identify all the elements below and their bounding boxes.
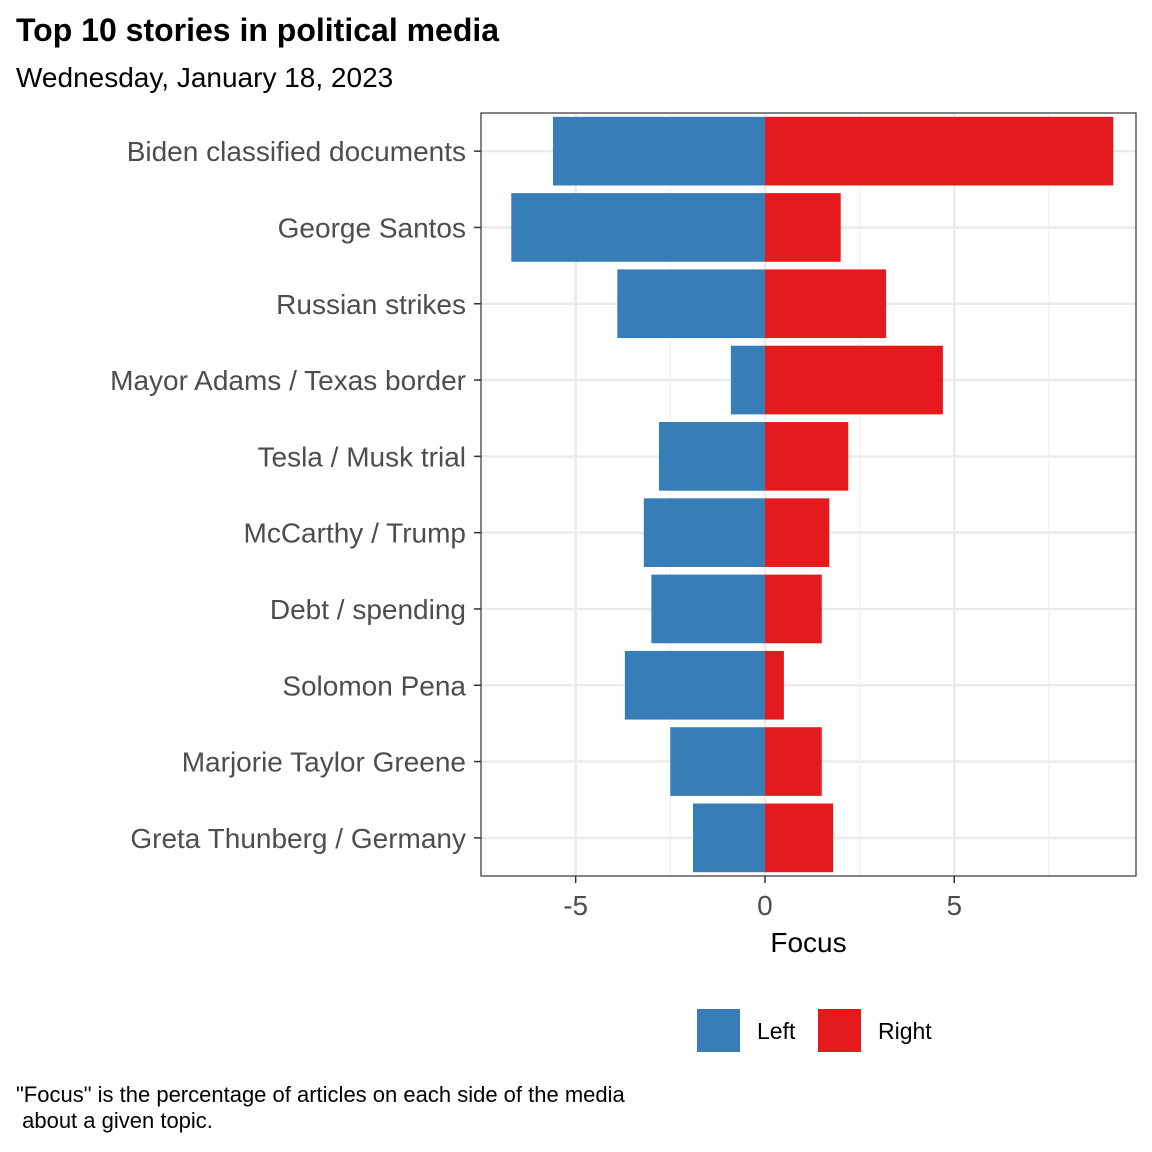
chart-area: Biden classified documents George Santos R…	[110, 112, 1137, 1052]
legend-swatch-right	[818, 1009, 861, 1052]
y-tick-label: Russian strikes	[276, 289, 466, 320]
y-tick-label: Debt / spending	[270, 594, 466, 625]
bar-right-4	[764, 345, 943, 415]
bar-right-2	[764, 193, 841, 262]
bar-right-5	[764, 422, 849, 491]
y-tick-label: Tesla / Musk trial	[258, 441, 467, 472]
y-tick-label: George Santos	[278, 212, 466, 243]
bars	[511, 116, 1114, 873]
bar-right-3	[764, 269, 887, 339]
legend-label-left: Left	[757, 1018, 796, 1044]
axes: Biden classified documents George Santos R…	[110, 136, 962, 921]
bar-right-6	[764, 498, 830, 567]
y-tick-label: Greta Thunberg / Germany	[130, 823, 466, 854]
y-tick-label: Mayor Adams / Texas border	[110, 365, 466, 396]
legend: Left Right	[697, 1009, 932, 1052]
y-tick-label: Solomon Pena	[282, 670, 466, 701]
x-tick-label: -5	[563, 890, 588, 921]
y-tick-label: Marjorie Taylor Greene	[182, 747, 466, 778]
x-axis-label: Focus	[770, 927, 846, 958]
bar-left-10	[693, 803, 765, 873]
legend-swatch-left	[697, 1009, 740, 1052]
bar-right-7	[764, 574, 822, 644]
x-tick-label: 5	[946, 890, 962, 921]
bar-left-9	[670, 727, 765, 796]
bar-left-5	[658, 422, 765, 491]
bar-left-6	[643, 498, 765, 567]
bar-right-1	[764, 116, 1114, 186]
x-tick-label: 0	[757, 890, 773, 921]
legend-label-right: Right	[878, 1018, 932, 1044]
bar-left-8	[624, 650, 765, 720]
chart-caption: "Focus" is the percentage of articles on…	[16, 1082, 625, 1133]
bar-left-7	[651, 574, 765, 644]
panel-border	[480, 112, 1137, 877]
bar-left-1	[552, 116, 765, 186]
bar-right-9	[764, 727, 822, 796]
bar-left-3	[617, 269, 765, 339]
bar-right-8	[764, 650, 784, 720]
bar-right-10	[764, 803, 834, 873]
y-tick-label: McCarthy / Trump	[244, 518, 466, 549]
bar-left-2	[511, 193, 765, 262]
chart-subtitle: Wednesday, January 18, 2023	[16, 62, 394, 93]
y-tick-label: Biden classified documents	[127, 136, 466, 167]
bar-left-4	[730, 345, 765, 415]
chart-title: Top 10 stories in political media	[16, 12, 500, 48]
